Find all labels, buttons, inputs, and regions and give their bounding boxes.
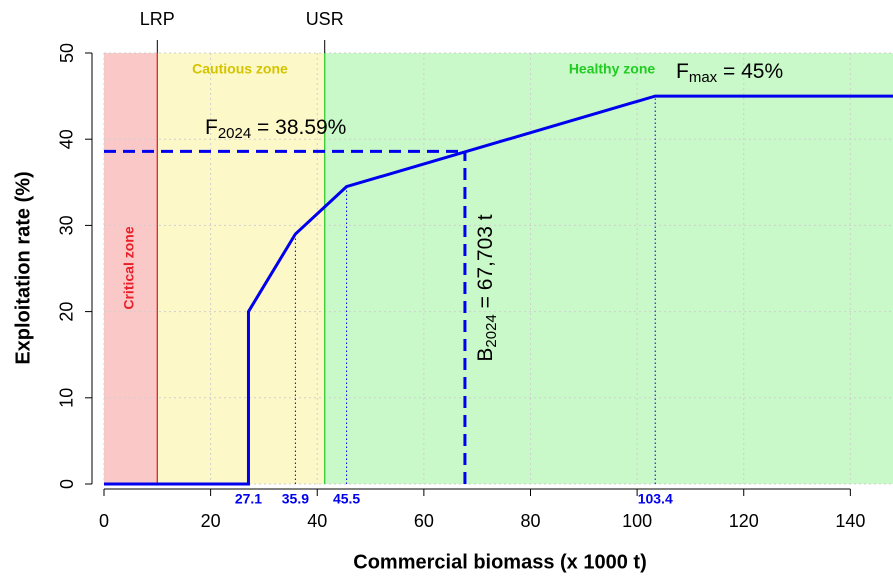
x-tick-label: 20 [201,511,221,531]
annotation-symbol: F [676,60,689,83]
hcr-line [104,94,893,486]
x-tick-label: 80 [520,511,540,531]
annotation-subscript: 2024 [218,125,251,142]
y-tick-label: 30 [57,215,77,235]
y-tick-label: 10 [57,388,77,408]
annotation-subscript: 2024 [483,314,500,347]
zone-label: Critical zone [121,226,137,309]
zone [104,53,158,484]
x-axis-title: Commercial biomass (x 1000 t) [353,551,646,573]
x-tick-label: 40 [307,511,327,531]
breakpoint-label: 103.4 [638,491,673,507]
zone [157,53,325,484]
x-tick-label: 100 [622,511,652,531]
annotation-text: = 45% [717,60,783,83]
zone [324,53,893,484]
reference-label: LRP [140,9,175,29]
annotation: B2024 = 67,703 t [474,214,500,361]
y-tick-label: 50 [57,43,77,63]
annotation-symbol: B [474,348,497,362]
breakpoint-label: 45.5 [333,491,360,507]
x-tick-label: 0 [99,511,109,531]
y-tick-label: 40 [57,129,77,149]
y-tick-label: 20 [57,302,77,322]
annotation: F2024 = 38.59% [205,116,346,142]
annotation-text: = 38.59% [251,116,346,139]
reference-label: USR [306,9,344,29]
zone-label: Cautious zone [192,61,288,77]
x-tick-label: 140 [835,511,865,531]
annotation: Fmax = 45% [676,60,783,86]
y-tick-label: 0 [57,479,77,489]
x-tick-label: 120 [729,511,759,531]
annotation-symbol: F [205,116,218,139]
y-axis-title: Exploitation rate (%) [12,171,34,364]
zone-label: Healthy zone [569,61,656,77]
breakpoint-label: 27.1 [235,491,262,507]
annotation-text: = 67,703 t [474,214,497,314]
annotation-subscript: max [689,69,718,86]
breakpoint-label: 35.9 [282,491,309,507]
x-tick-label: 60 [414,511,434,531]
